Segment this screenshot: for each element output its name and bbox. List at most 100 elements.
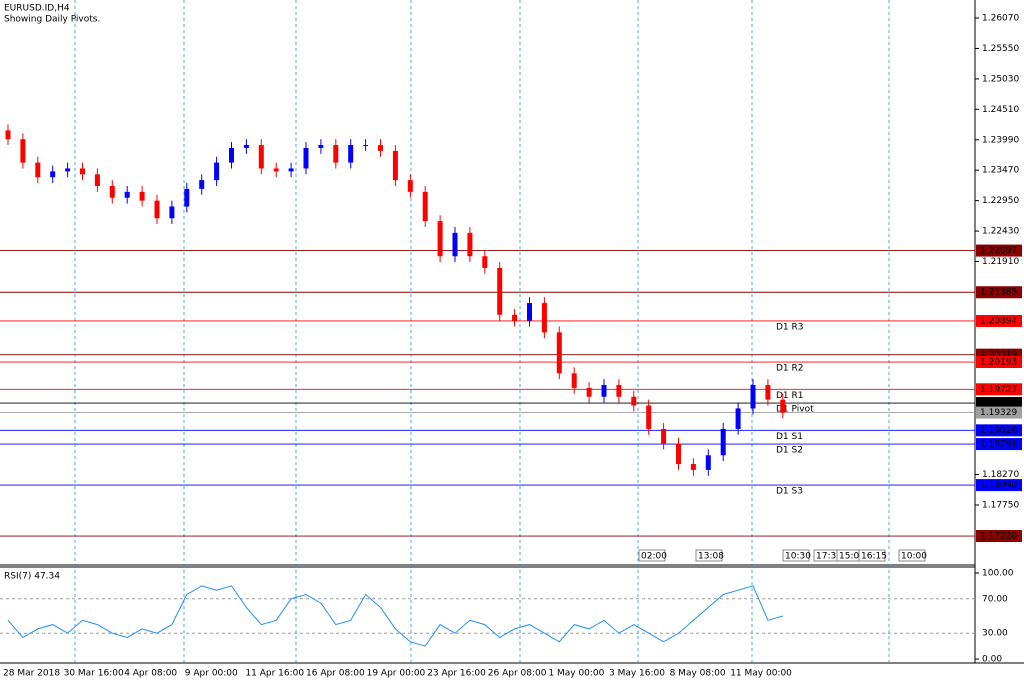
candle-body [65,168,71,172]
price-label: 1.20319 [980,350,1017,360]
candle-body [348,145,354,163]
price-label-box [976,244,1022,257]
candle-body [676,443,681,465]
x-tick-label: 8 May 08:00 [670,669,726,679]
candle-body [407,180,413,192]
time-marker: 17:3 [816,552,836,562]
x-tick-label: 28 Mar 2018 [3,669,60,679]
price-label: 1.19492 [980,399,1017,409]
candle-body [750,385,756,409]
candle-body [363,145,369,147]
candle-body [109,186,115,198]
rsi-tick-label: 30.00 [982,629,1008,639]
candle-body [124,191,130,198]
candle-body [214,162,220,181]
level-name: D1 R1 [776,391,804,401]
level-name: D1 Pivot [776,405,814,415]
y-tick-label: 1.18270 [982,470,1019,480]
candle-body [497,267,503,315]
time-marker: 13:08 [698,552,724,562]
y-tick-label: 1.25550 [982,44,1019,54]
x-tick-label: 3 May 16:00 [609,669,665,679]
time-marker: 16:15 [861,552,887,562]
candle-body [601,385,607,397]
time-marker-box [782,549,810,562]
y-tick-label: 1.26070 [982,14,1019,24]
candle-body [154,200,160,219]
candle-body [437,221,443,257]
level-name: D1 S3 [776,487,803,497]
price-label: 1.21385 [980,288,1017,298]
price-label: 1.18090 [980,481,1017,491]
x-tick-label: 11 May 00:00 [730,669,792,679]
candle-body [378,145,383,151]
x-tick-label: 9 Apr 00:00 [185,669,238,679]
rsi-line [7,585,783,647]
candle-body [646,405,652,429]
rsi-tick-label: 70.00 [982,594,1008,604]
candle-body [80,168,85,175]
candle-body [303,147,309,169]
candle-body [35,162,41,178]
candle-body [288,168,294,172]
price-label-box [976,406,1022,419]
x-tick-label: 11 Apr 16:00 [245,669,304,679]
price-label-box [976,356,1022,369]
time-marker-box [695,549,723,562]
y-tick-label: 1.22950 [982,196,1019,206]
symbol: EURUSD.ID,H4 [4,4,70,14]
candle-body [541,303,547,333]
price-label: 1.19727 [980,385,1017,395]
candle-body [94,174,100,187]
candle-body [452,232,458,257]
candle-body [765,385,771,400]
candle-body [482,256,488,268]
candle-body [318,145,324,148]
time-marker-box [638,549,666,562]
time-marker-box [858,549,886,562]
candle-body [20,139,26,163]
candle-body [780,399,786,413]
candle-body [5,130,11,140]
rsi-tick-label: 0.00 [982,655,1002,665]
time-marker: 02:00 [641,552,667,562]
candle-body [720,428,726,456]
price-label-box [976,438,1022,451]
candle-body [527,303,532,321]
x-tick-label: 30 Mar 16:00 [64,669,124,679]
candle-body [556,332,562,374]
price-label: 1.20894 [980,316,1017,326]
price-label: 1.19026 [980,426,1017,436]
x-tick-label: 23 Apr 16:00 [427,669,486,679]
x-tick-label: 4 Apr 08:00 [124,669,177,679]
candle-body [333,145,339,163]
candle-body [50,171,56,178]
rsi-title: RSI(7) 47.34 [4,572,60,582]
price-label-box [976,479,1022,492]
level-name: D1 R2 [776,364,804,374]
level-name: D1 S1 [776,432,803,442]
y-tick-label: 1.23470 [982,166,1019,176]
price-label-box [976,530,1022,543]
x-tick-label: 1 May 00:00 [548,669,604,679]
y-tick-label: 1.23990 [982,135,1019,145]
candle-body [631,396,637,406]
price-label-box [976,383,1022,396]
y-tick-label: 1.21910 [982,257,1019,267]
candle-body [243,145,249,148]
candle-body [392,150,398,181]
y-tick-label: 1.17750 [982,501,1019,511]
y-tick-label: 1.25030 [982,74,1019,84]
candle-body [199,180,205,189]
price-label: 1.17220 [980,532,1017,542]
candle-body [422,191,428,222]
time-marker: 10:30 [785,552,811,562]
x-tick-label: 16 Apr 08:00 [306,669,365,679]
y-tick-label: 1.22430 [982,227,1019,237]
price-label: 1.18791 [980,440,1017,450]
candle-body [735,408,741,429]
indicator-note: Showing Daily Pivots. [4,15,100,25]
time-marker: 15:00 [839,552,865,562]
